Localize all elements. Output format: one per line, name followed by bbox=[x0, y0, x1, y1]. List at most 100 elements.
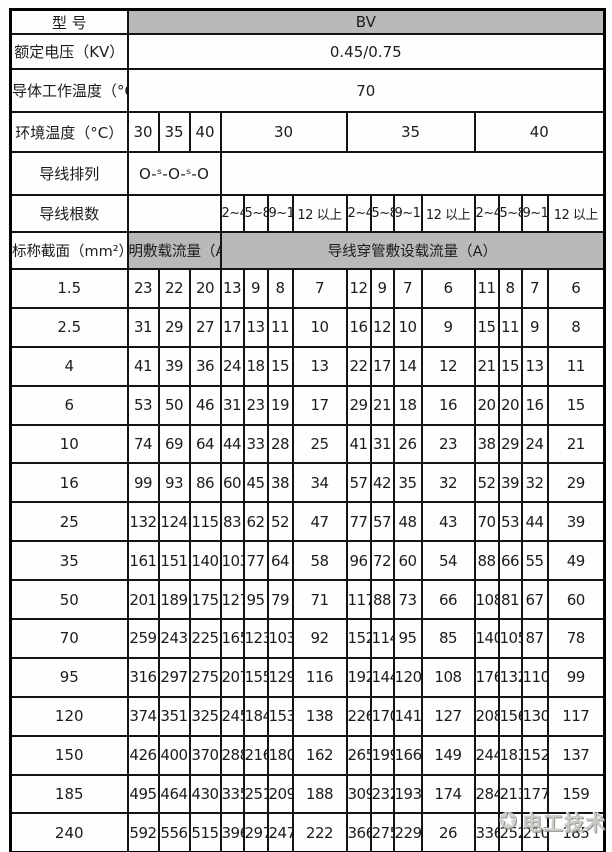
ampacity-value-cell: 64 bbox=[188, 423, 222, 465]
ampacity-value-cell: 15 bbox=[546, 384, 606, 426]
ampacity-value-cell: 120 bbox=[392, 656, 423, 698]
size-cell: 50 bbox=[9, 579, 129, 621]
ampacity-value-cell: 71 bbox=[291, 579, 348, 621]
arrangement-label: 导线排列 bbox=[9, 151, 129, 196]
model-value: BV bbox=[126, 8, 606, 35]
ampacity-value-cell: 155 bbox=[242, 656, 269, 698]
ampacity-value-cell: 252 bbox=[497, 812, 523, 852]
ampacity-value-cell: 95 bbox=[392, 618, 423, 659]
ampacity-value-cell: 86 bbox=[188, 462, 222, 504]
ambient-conduit-30: 30 bbox=[219, 111, 348, 153]
ampacity-value-cell: 23 bbox=[126, 268, 160, 309]
ampacity-value-cell: 55 bbox=[520, 540, 549, 582]
ampacity-value-cell: 70 bbox=[473, 501, 500, 543]
ampacity-value-cell: 495 bbox=[126, 773, 160, 815]
ampacity-value-cell: 325 bbox=[188, 695, 222, 737]
ampacity-value-cell: 366 bbox=[345, 812, 372, 852]
ampacity-value-cell: 14 bbox=[392, 345, 423, 387]
ampacity-value-cell: 140 bbox=[188, 540, 222, 582]
ampacity-value-cell: 6 bbox=[546, 268, 606, 309]
ampacity-value-cell: 96 bbox=[345, 540, 372, 582]
ampacity-value-cell: 29 bbox=[157, 306, 191, 348]
ampacity-value-cell: 297 bbox=[242, 812, 269, 852]
ampacity-value-cell: 85 bbox=[420, 618, 476, 659]
ambient-open-30: 30 bbox=[126, 111, 160, 153]
ampacity-value-cell: 140 bbox=[473, 618, 500, 659]
table-row: 50201189175127957971117887366108816760 bbox=[9, 579, 606, 621]
table-row: 10 74 69 64 44 33 28 25 41 31 26 23 38 29 24 21 bbox=[9, 423, 606, 465]
ampacity-value-cell: 11 bbox=[497, 306, 523, 348]
ampacity-value-cell: 21 bbox=[369, 384, 395, 426]
ambient-temp-label: 环境温度（°C） bbox=[9, 111, 129, 153]
ampacity-value-cell: 130 bbox=[520, 695, 549, 737]
ampacity-value-cell: 33 bbox=[242, 423, 269, 465]
ampacity-value-cell: 199 bbox=[369, 734, 395, 776]
ampacity-value-cell: 44 bbox=[520, 501, 549, 543]
ampacity-value-cell: 52 bbox=[473, 462, 500, 504]
ampacity-value-cell: 39 bbox=[546, 501, 606, 543]
ampacity-value-cell: 17 bbox=[369, 345, 395, 387]
ambient-open-40: 40 bbox=[188, 111, 222, 153]
ampacity-value-cell: 165 bbox=[219, 618, 245, 659]
ampacity-value-cell: 44 bbox=[219, 423, 245, 465]
ampacity-value-cell: 87 bbox=[520, 618, 549, 659]
ampacity-value-cell: 36 bbox=[188, 345, 222, 387]
ampacity-value-cell: 151 bbox=[157, 540, 191, 582]
table-row: 2405925565153962972472223662752292633625… bbox=[9, 812, 606, 852]
ampacity-value-cell: 152 bbox=[345, 618, 372, 659]
conductor-temp-label: 导体工作温度（°C） bbox=[9, 68, 129, 113]
bundle-empty-cell bbox=[126, 194, 222, 233]
ampacity-value-cell: 78 bbox=[546, 618, 606, 659]
ampacity-value-cell: 226 bbox=[345, 695, 372, 737]
ampacity-value-cell: 175 bbox=[188, 579, 222, 621]
ampacity-value-cell: 31 bbox=[219, 384, 245, 426]
ampacity-value-cell: 103 bbox=[266, 618, 294, 659]
ampacity-value-cell: 88 bbox=[369, 579, 395, 621]
ampacity-value-cell: 13 bbox=[219, 268, 245, 309]
ampacity-value-cell: 21 bbox=[546, 423, 606, 465]
ampacity-value-cell: 11 bbox=[266, 306, 294, 348]
table-row: 1504264003702882161801622651991661492441… bbox=[9, 734, 606, 776]
ampacity-value-cell: 309 bbox=[345, 773, 372, 815]
table-row: 16 99 93 86 60 45 38 34 57 42 35 32 52 39 32 29 bbox=[9, 462, 606, 504]
bundle-label: 导线根数 bbox=[9, 194, 129, 233]
ampacity-value-cell: 13 bbox=[291, 345, 348, 387]
ampacity-value-cell: 57 bbox=[369, 501, 395, 543]
bundle-count-2-4: 2~4 bbox=[345, 194, 372, 233]
ampacity-value-cell: 275 bbox=[369, 812, 395, 852]
ampacity-value-cell: 12 bbox=[345, 268, 372, 309]
ampacity-value-cell: 244 bbox=[473, 734, 500, 776]
size-cell: 35 bbox=[9, 540, 129, 582]
ampacity-value-cell: 124 bbox=[157, 501, 191, 543]
ampacity-value-cell: 15 bbox=[497, 345, 523, 387]
ampacity-value-cell: 19 bbox=[266, 384, 294, 426]
ampacity-value-cell: 28 bbox=[266, 423, 294, 465]
ampacity-value-cell: 210 bbox=[520, 812, 549, 852]
ampacity-value-cell: 62 bbox=[242, 501, 269, 543]
ambient-open-35: 35 bbox=[157, 111, 191, 153]
ampacity-value-cell: 138 bbox=[291, 695, 348, 737]
ampacity-value-cell: 79 bbox=[266, 579, 294, 621]
ampacity-value-cell: 370 bbox=[188, 734, 222, 776]
ampacity-value-cell: 189 bbox=[157, 579, 191, 621]
ampacity-value-cell: 192 bbox=[345, 656, 372, 698]
bundle-count-9-12: 9~12 bbox=[520, 194, 549, 233]
table-row: 9531629727520715512911619214412010817613… bbox=[9, 656, 606, 698]
ampacity-value-cell: 53 bbox=[497, 501, 523, 543]
bundle-count-5-8: 5~8 bbox=[242, 194, 269, 233]
ampacity-value-cell: 8 bbox=[497, 268, 523, 309]
ampacity-value-cell: 232 bbox=[369, 773, 395, 815]
ampacity-value-cell: 64 bbox=[266, 540, 294, 582]
ampacity-value-cell: 193 bbox=[392, 773, 423, 815]
ampacity-value-cell: 288 bbox=[219, 734, 245, 776]
ampacity-value-cell: 26 bbox=[420, 812, 476, 852]
ampacity-value-cell: 49 bbox=[546, 540, 606, 582]
ampacity-value-cell: 184 bbox=[242, 695, 269, 737]
ampacity-value-cell: 430 bbox=[188, 773, 222, 815]
ampacity-value-cell: 45 bbox=[242, 462, 269, 504]
ampacity-value-cell: 60 bbox=[392, 540, 423, 582]
ampacity-value-cell: 144 bbox=[369, 656, 395, 698]
model-label: 型 号 bbox=[9, 8, 129, 35]
conduit-wiring-header: 导线穿管敷设载流量（A） bbox=[219, 231, 606, 270]
ampacity-value-cell: 114 bbox=[369, 618, 395, 659]
